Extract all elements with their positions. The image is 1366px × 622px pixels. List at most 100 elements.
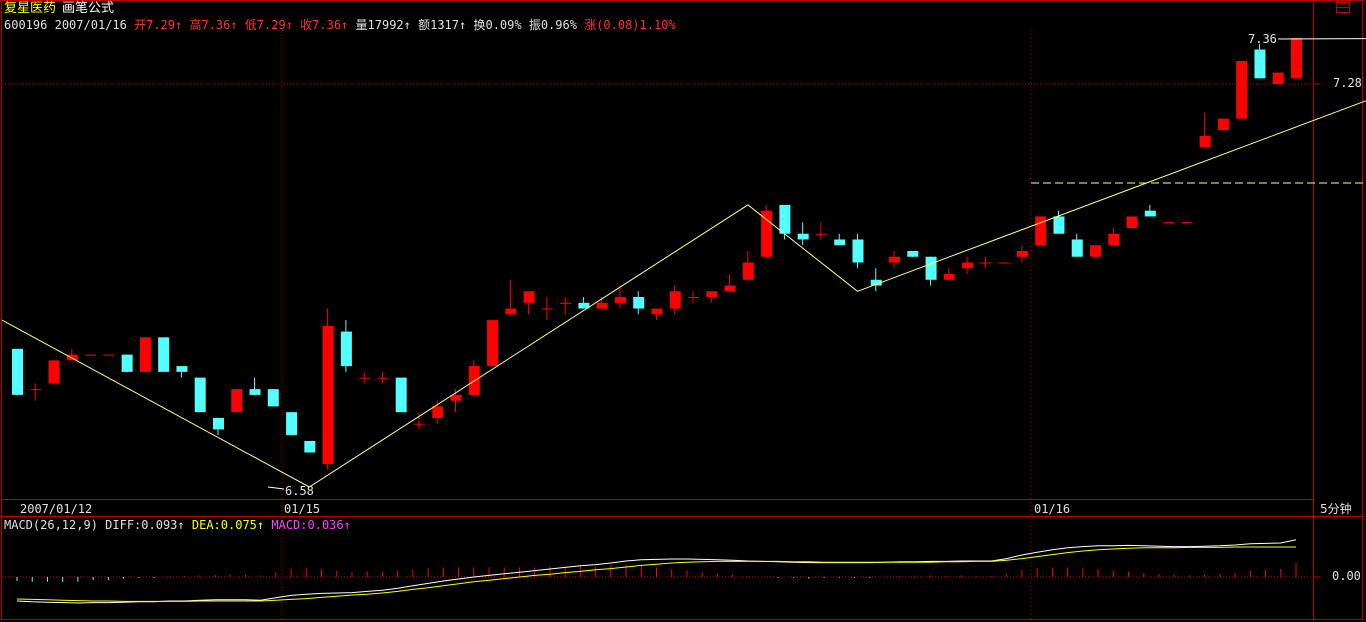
x-label-second: 01/15 xyxy=(284,502,321,516)
y-label-price: 7.28 xyxy=(1333,76,1362,90)
quote-field: 收7.36↑ xyxy=(300,18,349,32)
candle-body xyxy=(870,279,882,286)
candle-body xyxy=(596,302,608,309)
macd-legend: MACD(26,12,9) DIFF:0.093↑ DEA:0.075↑ MAC… xyxy=(4,518,351,532)
candle-body xyxy=(286,412,298,436)
macd-legend-dea: DEA:0.075 xyxy=(191,518,257,532)
candle-body xyxy=(1272,72,1284,85)
candle-body xyxy=(395,377,407,413)
window-restore-icon[interactable] xyxy=(1336,2,1350,13)
macd-legend-macd-arrow: ↑ xyxy=(343,518,351,532)
candle-body xyxy=(267,389,279,407)
quote-field: 振0.96% xyxy=(528,18,577,32)
candle-body xyxy=(669,291,681,309)
stock-title: 复星医药 画笔公式 xyxy=(4,2,114,16)
candle-body xyxy=(706,291,718,298)
macd-panel-divider xyxy=(2,516,1363,517)
candle-body xyxy=(139,337,151,372)
candle-body xyxy=(761,210,773,257)
candle-body xyxy=(1108,233,1120,246)
candle-body xyxy=(889,256,901,263)
macd-legend-diff: DIFF:0.093 xyxy=(105,518,178,532)
stock-name: 复星医药 xyxy=(4,1,57,16)
macd-legend-diff-arrow: ↑ xyxy=(177,518,185,532)
right-axis-divider xyxy=(1313,0,1314,620)
macd-legend-dea-arrow: ↑ xyxy=(256,518,265,532)
candle-body xyxy=(907,250,919,257)
stock-code: 600196 xyxy=(4,18,48,32)
candle-body xyxy=(30,389,42,391)
candle-body xyxy=(1254,49,1266,79)
period-label[interactable]: 5分钟 xyxy=(1320,502,1352,516)
candle-body xyxy=(1181,222,1193,224)
candle-body xyxy=(614,297,626,303)
candle-body xyxy=(724,285,736,292)
candle-body xyxy=(377,377,389,379)
candle-body xyxy=(980,262,992,264)
annotation-high: 7.36 xyxy=(1248,32,1277,46)
formula-name: 画笔公式 xyxy=(62,1,115,16)
candle-body xyxy=(834,239,846,246)
candle-body xyxy=(1199,135,1211,148)
x-label-third: 01/16 xyxy=(1034,502,1071,516)
candle-body xyxy=(1144,210,1156,217)
candle-body xyxy=(48,360,60,384)
candle-body xyxy=(651,308,663,315)
candle-body xyxy=(158,337,170,372)
candle-body xyxy=(797,233,809,240)
candle-body xyxy=(578,302,590,309)
candle-body xyxy=(1126,216,1138,228)
candle-body xyxy=(541,308,553,310)
high-leader-line xyxy=(1277,38,1366,40)
candle-body xyxy=(450,394,462,401)
candle-body xyxy=(742,262,754,280)
candle-body xyxy=(1217,118,1229,131)
quote-field: 高7.36↑ xyxy=(189,18,238,32)
macd-legend-macd: MACD:0.036 xyxy=(271,518,344,532)
quote-field: 额1317↑ xyxy=(418,18,467,32)
candle-body xyxy=(359,377,371,379)
candle-body xyxy=(1090,245,1102,257)
candle-body xyxy=(304,440,316,453)
candle-body xyxy=(340,331,352,367)
quote-fields: 开7.29↑ 高7.36↑ 低7.29↑ 收7.36↑ 量17992↑ 额131… xyxy=(134,18,676,32)
candle-body xyxy=(432,406,444,418)
low-leader-line xyxy=(267,486,285,490)
candle-body xyxy=(1163,222,1175,224)
candle-body xyxy=(560,302,572,304)
candle-body xyxy=(212,417,224,430)
candle-body xyxy=(1035,216,1047,246)
candle-body xyxy=(1016,250,1028,257)
candle-body xyxy=(487,320,499,367)
diff-line xyxy=(16,539,1297,604)
candle-body xyxy=(998,262,1010,264)
candle-body xyxy=(322,325,334,464)
zigzag-line xyxy=(1,100,1366,488)
candle-body xyxy=(943,274,955,280)
candle-body xyxy=(505,308,517,315)
candle-body xyxy=(1053,216,1065,234)
quote-field: 开7.29↑ xyxy=(134,18,183,32)
candle-body xyxy=(121,354,133,372)
candle-body xyxy=(523,291,535,303)
candle-body xyxy=(925,256,937,280)
candle-body xyxy=(1291,38,1302,79)
candle-body xyxy=(1071,239,1083,257)
quote-field: 换0.09% xyxy=(473,18,522,32)
x-label-first: 2007/01/12 xyxy=(20,502,93,516)
candle-body xyxy=(85,354,97,356)
candle-body xyxy=(962,262,974,269)
quote-field: 量17992↑ xyxy=(355,18,411,32)
candle-body xyxy=(1236,61,1248,119)
candle-body xyxy=(231,389,243,413)
quote-field: 涨(0.08)1.10% xyxy=(584,18,676,32)
candle-body xyxy=(815,233,827,235)
quote-field: 低7.29↑ xyxy=(244,18,293,32)
candle-body xyxy=(194,377,206,413)
candle-body xyxy=(779,204,791,234)
x-axis-divider xyxy=(2,499,1314,500)
candle-body xyxy=(852,239,864,263)
candle-body xyxy=(103,354,115,356)
